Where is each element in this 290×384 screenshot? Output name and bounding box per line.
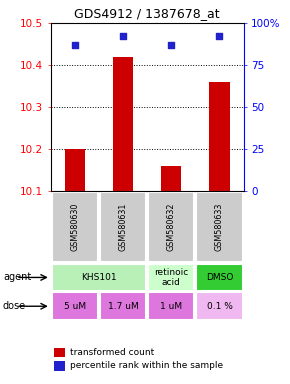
Text: 5 uM: 5 uM [64, 302, 86, 311]
Text: 1 uM: 1 uM [160, 302, 182, 311]
Bar [148, 293, 194, 320]
Text: GSM580633: GSM580633 [215, 203, 224, 251]
Point [72, 42, 77, 48]
Point [217, 33, 222, 40]
Point [121, 33, 125, 40]
Bar [52, 192, 98, 262]
Bar [52, 293, 98, 320]
Text: transformed count: transformed count [70, 348, 154, 357]
Bar [65, 149, 85, 191]
Text: KHS101: KHS101 [81, 273, 117, 282]
Bar [196, 293, 243, 320]
Bar [161, 166, 182, 191]
Text: GSM580631: GSM580631 [119, 203, 128, 251]
Text: percentile rank within the sample: percentile rank within the sample [70, 361, 223, 370]
Bar [100, 192, 146, 262]
Bar [196, 192, 243, 262]
Point [169, 42, 174, 48]
Text: dose: dose [3, 301, 26, 311]
Text: DMSO: DMSO [206, 273, 233, 282]
Title: GDS4912 / 1387678_at: GDS4912 / 1387678_at [74, 7, 220, 20]
Bar [148, 263, 194, 291]
Text: GSM580632: GSM580632 [167, 203, 176, 251]
Bar [148, 192, 194, 262]
Text: 1.7 uM: 1.7 uM [108, 302, 138, 311]
Bar [52, 263, 146, 291]
Text: agent: agent [3, 272, 31, 283]
Text: GSM580630: GSM580630 [70, 203, 79, 251]
Text: retinoic
acid: retinoic acid [154, 268, 188, 287]
Bar [100, 293, 146, 320]
Bar [196, 263, 243, 291]
Text: 0.1 %: 0.1 % [206, 302, 232, 311]
Bar [113, 56, 133, 191]
Bar [209, 82, 230, 191]
